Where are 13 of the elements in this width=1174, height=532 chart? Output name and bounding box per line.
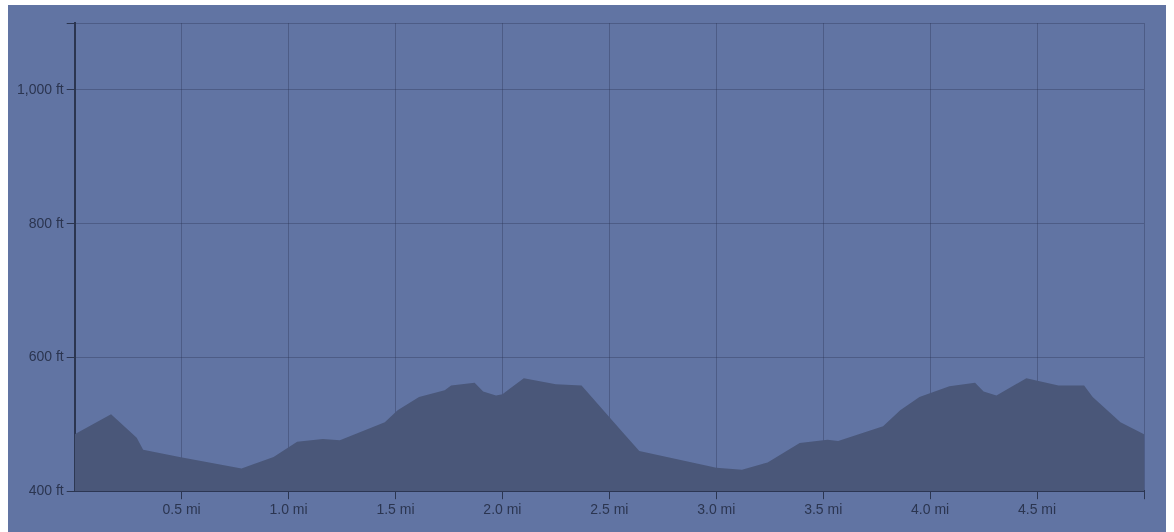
x-tick-label: 4.0 mi bbox=[911, 501, 950, 518]
x-tick-label: 0.5 mi bbox=[162, 501, 201, 518]
x-tick-label: 3.5 mi bbox=[804, 501, 843, 518]
y-tick-label: 600 ft bbox=[28, 348, 64, 365]
x-tick-label: 2.0 mi bbox=[483, 501, 522, 518]
x-tick-label: 1.0 mi bbox=[269, 501, 308, 518]
x-tick-label: 3.0 mi bbox=[697, 501, 736, 518]
x-tick-label: 4.5 mi bbox=[1018, 501, 1057, 518]
x-tick-label: 1.5 mi bbox=[376, 501, 415, 518]
y-tick-label: 1,000 ft bbox=[17, 80, 64, 97]
x-tick-label: 2.5 mi bbox=[590, 501, 629, 518]
y-tick-label: 400 ft bbox=[28, 482, 64, 499]
y-tick-label: 800 ft bbox=[28, 214, 64, 231]
